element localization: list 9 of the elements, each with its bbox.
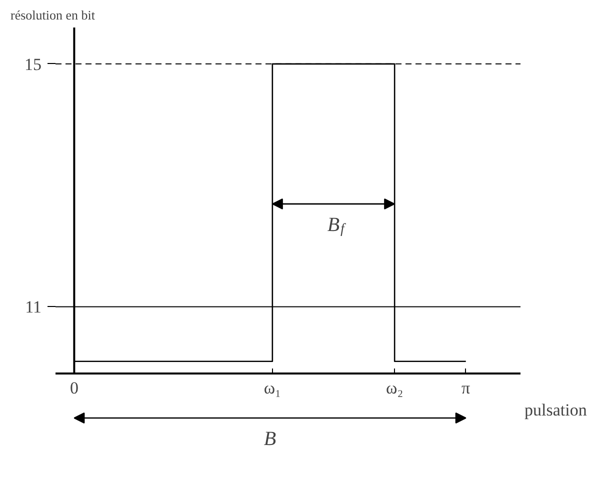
x-tick-label: ω₂: [386, 378, 404, 398]
x-tick-label: ω₁: [264, 378, 281, 398]
x-axis-title: pulsation: [524, 400, 588, 420]
y-tick-label: 11: [25, 298, 42, 317]
y-tick-label: 15: [24, 54, 42, 74]
x-tick-label: π: [462, 378, 471, 398]
y-axis-title: résolution en bit: [10, 8, 96, 22]
x-tick-label: 0: [70, 378, 78, 398]
text: B: [264, 428, 276, 450]
